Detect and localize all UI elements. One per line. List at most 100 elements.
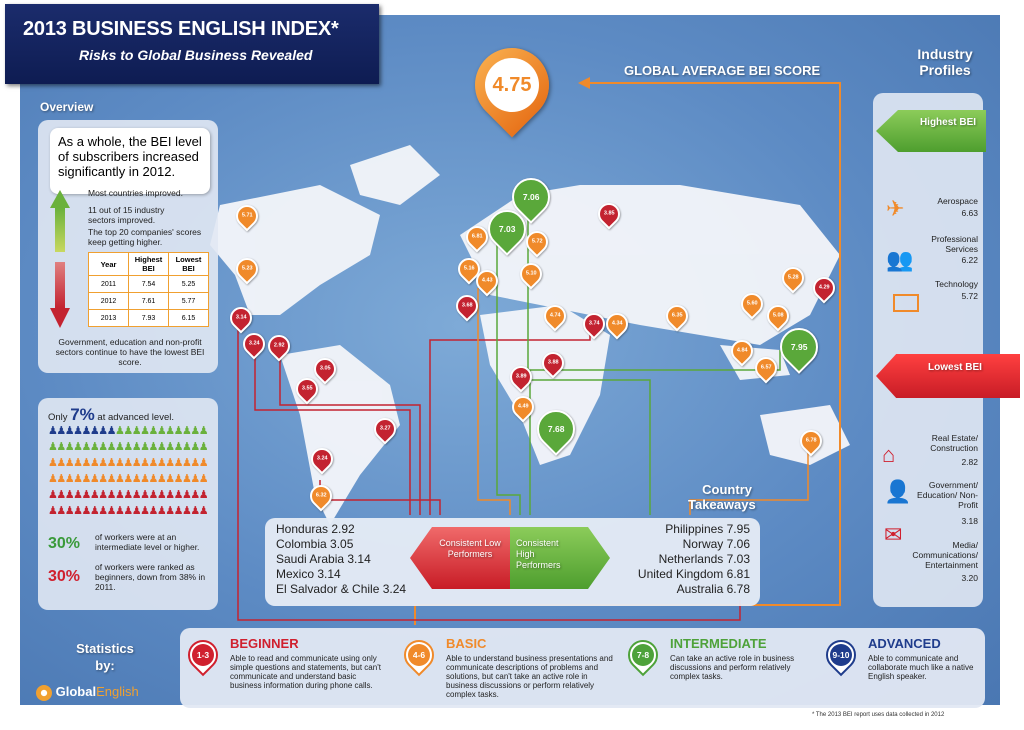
- down-arrow-icon: [50, 262, 70, 328]
- pin-score: 7.06: [522, 192, 540, 203]
- high-performers-label: Consistent High Performers: [516, 538, 561, 570]
- list-item: Honduras 2.92: [276, 522, 355, 536]
- list-item: Australia 6.78: [676, 582, 750, 596]
- people-row: ♟♟♟♟♟♟♟♟♟♟♟♟♟♟♟♟♟♟♟♟: [48, 505, 208, 517]
- media-icon: ✉: [884, 522, 903, 547]
- level-title: BASIC: [446, 636, 487, 651]
- industry-name-media: Media/ Communications/ Entertainment: [912, 540, 978, 570]
- high-performers-arrow: [510, 527, 610, 589]
- table-row: 2012 7.61 5.77: [88, 292, 209, 310]
- people-icon: 👥: [886, 247, 914, 272]
- lowest-bei-banner: [876, 354, 1020, 398]
- pin-score: 5.60: [746, 301, 758, 307]
- level-range: 4-6: [408, 644, 430, 666]
- industry-panel: [873, 93, 983, 607]
- overview-point-2: 11 out of 15 industry sectors improved.: [88, 205, 165, 225]
- overview-point-1: Most countries improved.: [88, 188, 183, 198]
- pin-score: 3.55: [301, 386, 313, 392]
- pin-score: 7.68: [547, 424, 565, 435]
- beginner-percent: 30%: [48, 568, 81, 585]
- pin-score: 3.14: [235, 315, 247, 321]
- logo-brand-2: English: [96, 684, 139, 699]
- pin-score: 4.43: [481, 278, 493, 284]
- industry-score-government: 3.18: [961, 516, 978, 526]
- overview-bubble: As a whole, the BEI level of subscribers…: [50, 128, 210, 194]
- only-prefix: Only: [48, 412, 68, 423]
- pin-score: 3.24: [316, 456, 328, 462]
- industry-score-technology: 5.72: [961, 291, 978, 301]
- level-range: 9-10: [830, 644, 852, 666]
- up-arrow-icon: [50, 190, 70, 252]
- footnote: * The 2013 BEI report uses data collecte…: [812, 712, 945, 718]
- main-title: 2013 BUSINESS ENGLISH INDEX*: [23, 18, 339, 40]
- global-average-label: GLOBAL AVERAGE BEI SCORE: [624, 63, 821, 78]
- level-range: 7-8: [632, 644, 654, 666]
- workers-panel: [38, 398, 218, 610]
- overview-heading: Overview: [40, 100, 94, 114]
- level-title: ADVANCED: [868, 636, 941, 651]
- list-item: Mexico 3.14: [276, 567, 341, 581]
- industry-score-media: 3.20: [961, 573, 978, 583]
- highest-bei-label: Highest BEI: [919, 117, 977, 128]
- pin-score: 5.72: [531, 239, 543, 245]
- globalenglish-logo: GlobalEnglish: [36, 684, 139, 701]
- pin-score: 4.74: [549, 313, 561, 319]
- list-item: Norway 7.06: [682, 537, 750, 551]
- table-row: 2013 7.93 6.15: [88, 309, 209, 327]
- people-row: ♟♟♟♟♟♟♟♟♟♟♟♟♟♟♟♟♟♟♟♟: [48, 425, 208, 437]
- table-header-row: Year Highest BEI Lowest BEI: [88, 252, 209, 276]
- pin-score: 3.74: [588, 321, 600, 327]
- table-header: Year: [88, 252, 129, 276]
- levels-panel: [180, 628, 985, 708]
- table-cell: 2013: [88, 309, 129, 327]
- pin-score: 4.34: [611, 321, 623, 327]
- table-cell: 7.93: [128, 309, 169, 327]
- list-item: El Salvador & Chile 3.24: [276, 582, 407, 596]
- industry-name-professional: Professional Services: [931, 234, 978, 254]
- table-cell: 7.54: [128, 275, 169, 293]
- overview-point-3: The top 20 companies' scores keep gettin…: [88, 227, 202, 247]
- pin-score: 3.89: [515, 374, 527, 380]
- list-item: Colombia 3.05: [276, 537, 354, 551]
- lowest-bei-label: Lowest BEI: [928, 362, 982, 373]
- level-title: BEGINNER: [230, 636, 299, 651]
- pin-score: 5.71: [241, 213, 253, 219]
- table-row: 2011 7.54 5.25: [88, 275, 209, 293]
- pin-score: 6.81: [471, 234, 483, 240]
- pin-score: 6.32: [315, 493, 327, 499]
- industry-name-aerospace: Aerospace: [937, 196, 978, 206]
- statistics-label: Statistics by:: [76, 641, 134, 673]
- pin-score: 3.85: [603, 211, 615, 217]
- industry-score-aerospace: 6.63: [961, 208, 978, 218]
- only-suffix: at advanced level.: [97, 412, 174, 423]
- industry-name-government: Government/ Education/ Non-Profit: [917, 480, 978, 510]
- overview-footer: Government, education and non-profit sec…: [55, 337, 205, 367]
- level-title: INTERMEDIATE: [670, 636, 767, 651]
- pin-score: 5.16: [463, 266, 475, 272]
- table-header: Highest BEI: [128, 252, 169, 276]
- logo-brand-1: Global: [55, 684, 97, 699]
- highest-bei-banner: [876, 110, 986, 152]
- pin-score: 3.68: [461, 303, 473, 309]
- low-performers-list: Honduras 2.92 Colombia 3.05 Saudi Arabia…: [276, 522, 406, 597]
- people-row: ♟♟♟♟♟♟♟♟♟♟♟♟♟♟♟♟♟♟♟♟: [48, 473, 208, 485]
- pin-score: 3.24: [248, 341, 260, 347]
- pin-score: 4.84: [736, 348, 748, 354]
- intermediate-percent: 30%: [48, 535, 81, 552]
- pin-score: 5.23: [241, 266, 253, 272]
- level-description: Able to understand business presentation…: [446, 654, 613, 699]
- people-row: ♟♟♟♟♟♟♟♟♟♟♟♟♟♟♟♟♟♟♟♟: [48, 441, 208, 453]
- global-average-score: 4.75: [492, 73, 532, 96]
- industry-score-professional: 6.22: [961, 255, 978, 265]
- table-cell: 2012: [88, 292, 129, 310]
- list-item: Saudi Arabia 3.14: [276, 552, 371, 566]
- people-row: ♟♟♟♟♟♟♟♟♟♟♟♟♟♟♟♟♟♟♟♟: [48, 489, 208, 501]
- pin-score: 6.35: [671, 313, 683, 319]
- level-description: Able to read and communicate using only …: [230, 654, 381, 690]
- low-performers-label: Consistent Low Performers: [439, 538, 501, 559]
- title-banner: 2013 BUSINESS ENGLISH INDEX* Risks to Gl…: [5, 4, 379, 84]
- pin-score: 3.05: [319, 366, 331, 372]
- list-item: Philippines 7.95: [665, 522, 750, 536]
- laptop-icon: [893, 294, 919, 312]
